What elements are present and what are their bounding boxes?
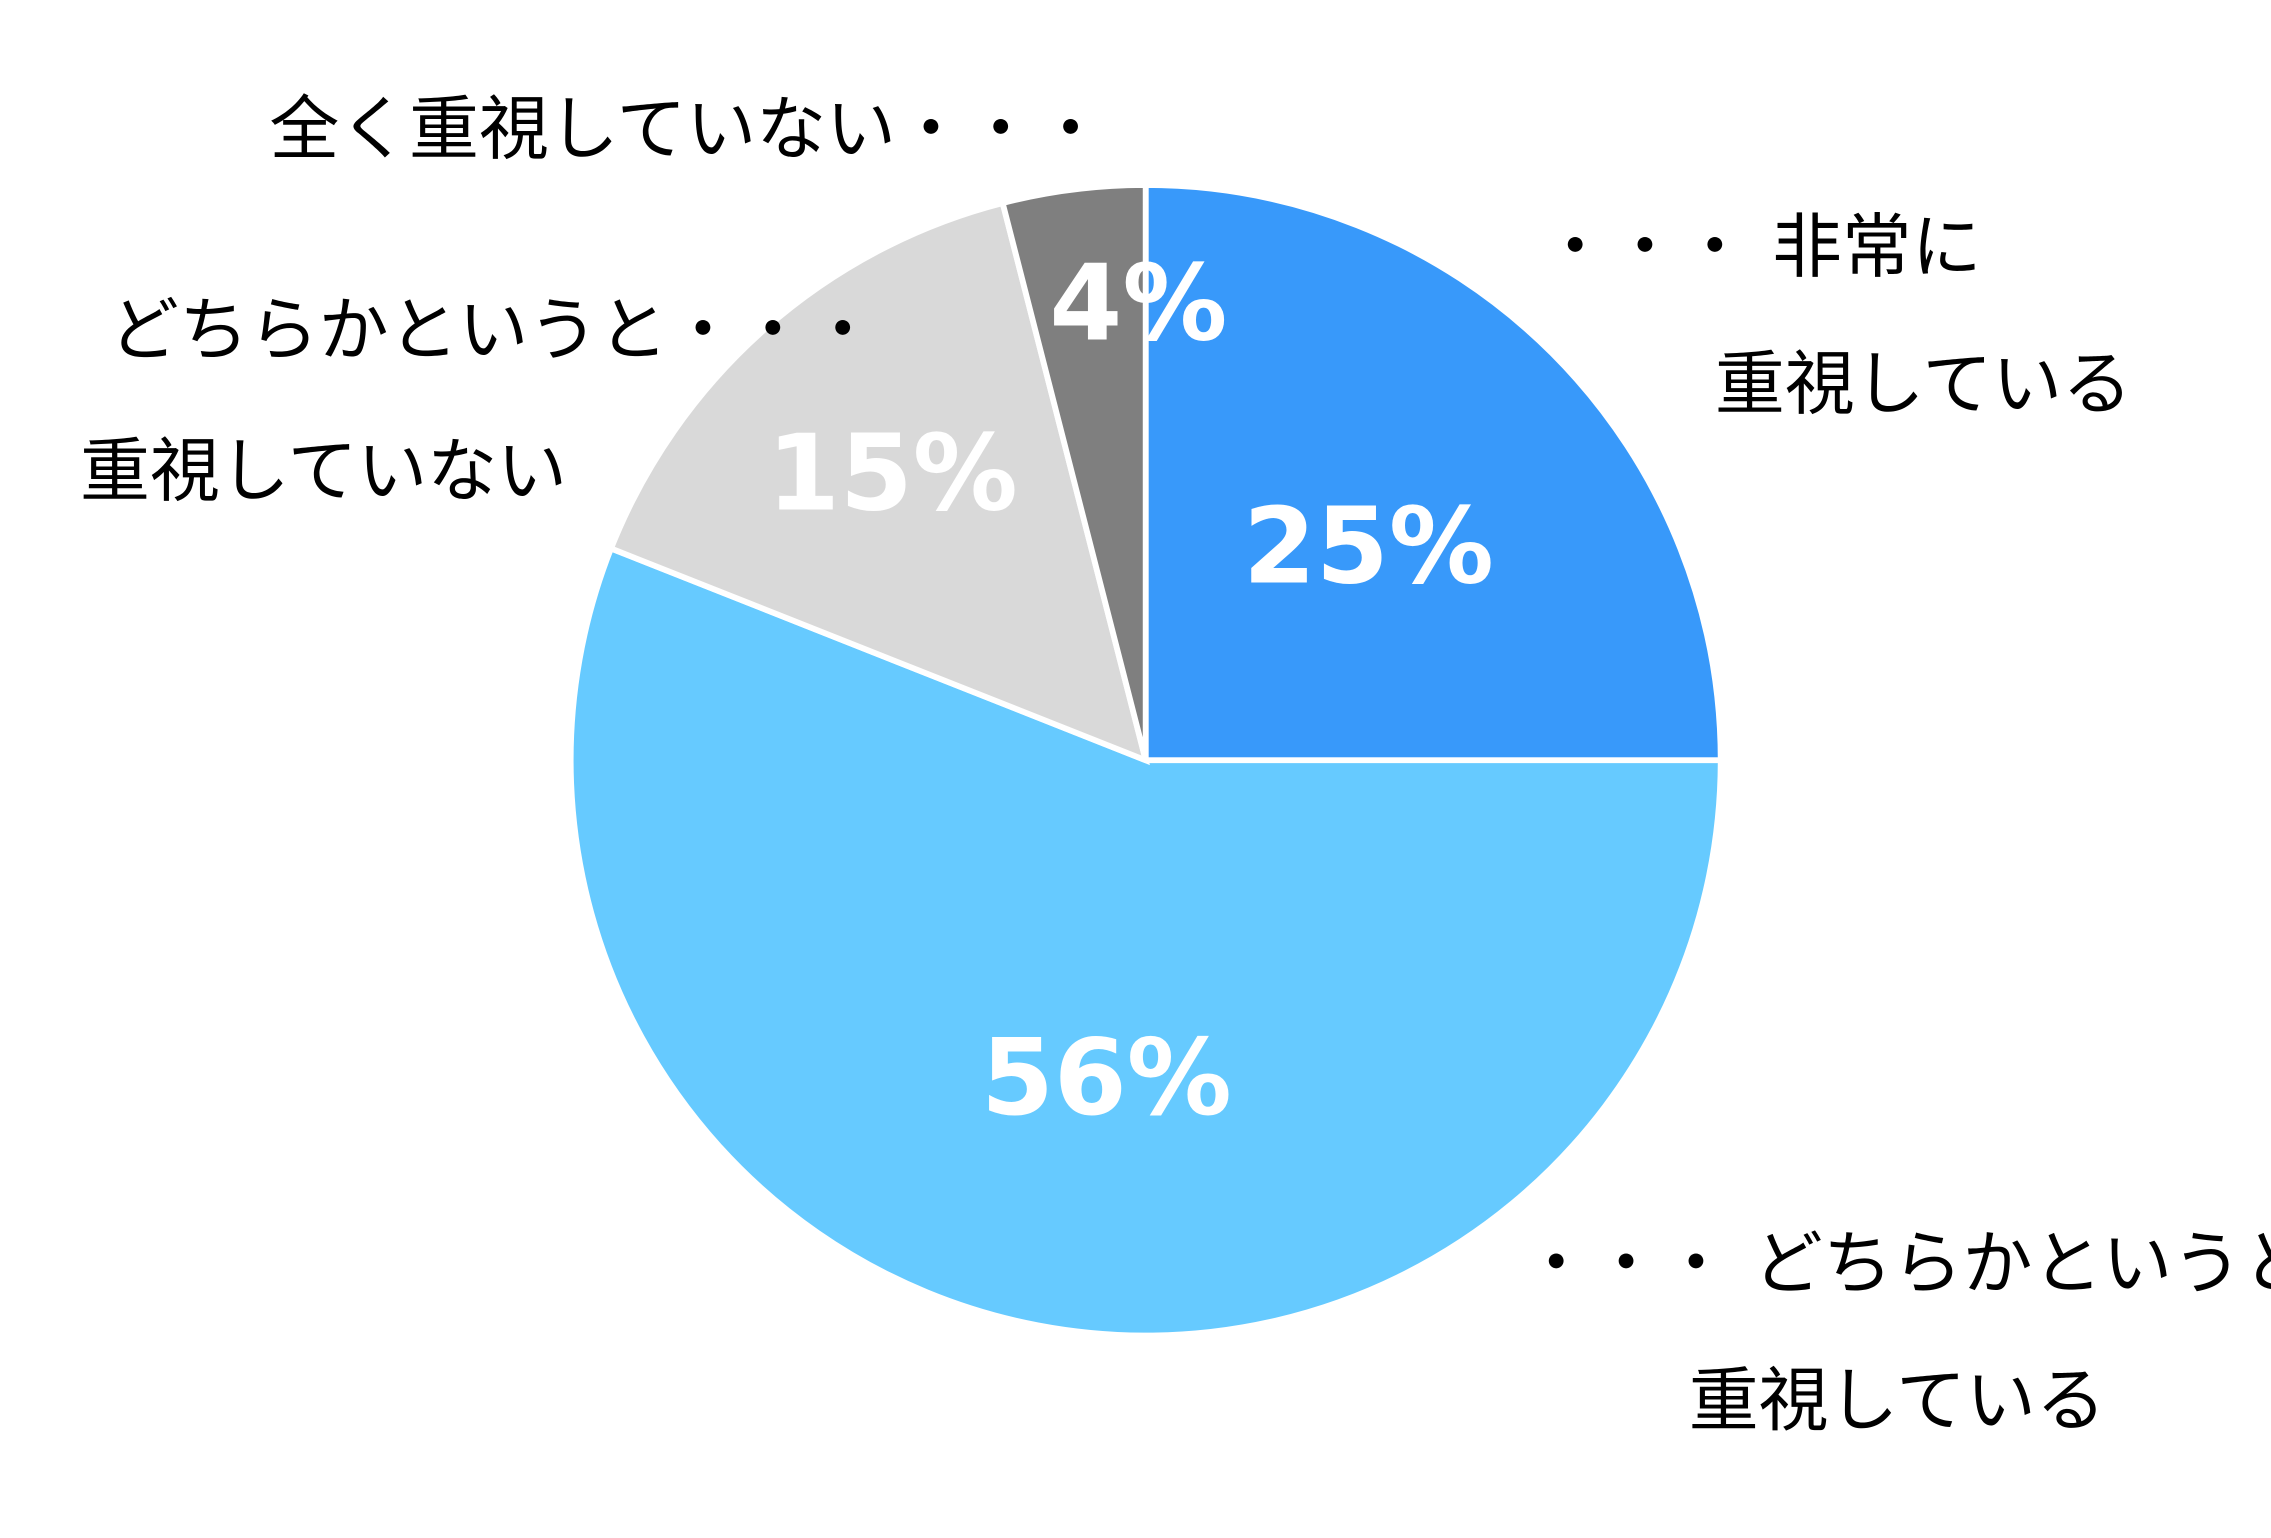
label-very-important-line2: 重視している <box>1715 344 2132 425</box>
slice-not-important-at-all <box>999 182 1149 761</box>
value-label-somewhat-not-important: 15% <box>767 413 1018 535</box>
value-label-somewhat-important: 56% <box>981 1017 1232 1139</box>
label-somewhat-important-line1: ・・・ どちらかというと <box>1521 1223 2271 1304</box>
slice-somewhat-not-important <box>607 199 1150 766</box>
label-somewhat-not-important-line1: どちらかというと・・・ <box>109 290 877 371</box>
label-somewhat-important-line2: 重視している <box>1689 1360 2106 1441</box>
category-labels: ・・・ 非常に 重視している ・・・ どちらかというと 重視している どちらかと… <box>80 89 2271 1441</box>
pie-slices <box>567 182 1724 1339</box>
value-label-very-important: 25% <box>1243 486 1494 608</box>
label-somewhat-not-important-line2: 重視していない <box>80 431 567 512</box>
slice-very-important <box>1142 182 1724 764</box>
slice-somewhat-important <box>567 544 1724 1339</box>
value-label-not-important-at-all: 4% <box>1049 242 1227 364</box>
value-labels: 25% 56% 15% 4% <box>767 242 1494 1139</box>
label-very-important-line1: ・・・ 非常に <box>1540 207 1981 288</box>
label-not-important-at-all: 全く重視していない・・・ <box>269 89 1105 170</box>
